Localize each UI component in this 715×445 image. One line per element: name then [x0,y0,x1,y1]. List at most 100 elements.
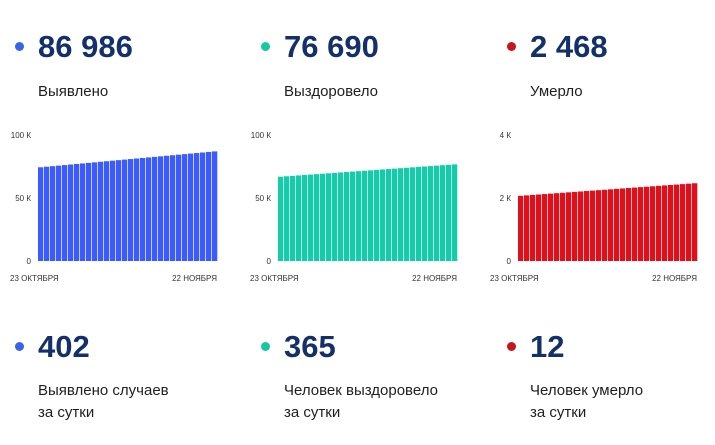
chart-bar [62,165,68,261]
chart-bar [440,165,446,261]
chart-bar [350,171,356,261]
chart-bar [206,151,212,261]
chart-bar [518,195,524,261]
stat-label-line2: за сутки [530,404,587,421]
chart-bar [44,166,50,261]
chart-bar [428,166,434,261]
y-tick-label: 50 К [255,194,271,203]
dot-icon [261,42,270,51]
chart-bar [314,174,320,261]
dot-icon [15,42,24,51]
y-tick-label: 100 К [11,131,32,140]
chart-bar [68,164,74,261]
stat-value: 76 690 [284,29,379,64]
chart-bar [356,171,362,261]
chart-bar [290,175,296,261]
chart-died: 4 К 2 К 0 23 ОКТЯБРЯ 22 НОЯБРЯ [490,131,698,283]
stat-label-line2: за сутки [38,404,95,421]
chart-bar [542,194,548,261]
chart-bar [632,187,638,261]
chart-bar [362,170,368,261]
chart-bar [608,189,614,261]
chart-bar [656,185,662,261]
dot-icon [507,42,516,51]
chart-bar [590,190,596,261]
chart-bar [74,163,80,261]
stat-value: 12 [530,329,565,364]
chart-bar [416,166,422,261]
x-tick-label-start: 23 ОКТЯБРЯ [250,274,299,283]
chart-bar [320,173,326,261]
x-tick-label-end: 22 НОЯБРЯ [412,274,457,283]
stat-label-line1: Человек умерло [530,382,644,399]
chart-bar [524,195,530,261]
chart-bar [626,188,632,261]
y-tick-label: 0 [27,257,32,266]
chart-bar [158,156,164,261]
chart-bar [338,172,344,261]
chart-bar [56,165,62,261]
y-tick-label: 50 К [15,194,31,203]
chart-detected: 100 К 50 К 0 23 ОКТЯБРЯ 22 НОЯБРЯ [10,131,218,283]
y-tick-label: 0 [267,257,272,266]
chart-bar [152,156,158,261]
chart-bar [572,191,578,261]
chart-bar [170,155,176,261]
chart-bar [308,174,314,261]
chart-recovered: 100 К 50 К 0 23 ОКТЯБРЯ 22 НОЯБРЯ [250,131,458,283]
chart-bar [614,188,620,261]
chart-bar [668,184,674,261]
chart-bar [182,154,188,261]
stat-value: 86 986 [38,29,133,64]
chart-bar [188,153,194,261]
chart-bar [368,170,374,261]
chart-bar [404,167,410,261]
chart-bar [200,152,206,261]
y-tick-label: 100 К [251,131,272,140]
chart-bar [686,183,692,261]
chart-bar [128,159,134,261]
chart-bar [386,169,392,261]
stat-label-line1: Человек выздоровело [284,382,438,399]
chart-bar [644,186,650,261]
chart-bar [176,154,182,261]
chart-bar [296,175,302,261]
chart-bar [398,168,404,261]
chart-bar [530,194,536,261]
chart-bar [380,169,386,261]
chart-bar [410,167,416,261]
chart-bar [122,159,128,261]
chart-bar [662,185,668,261]
chart-bar [422,166,428,261]
chart-bar [536,194,542,261]
chart-bar [326,173,332,261]
stat-value: 365 [284,329,336,364]
chart-bar [620,188,626,261]
chart-bar [86,162,92,261]
chart-bar [164,155,170,261]
chart-bar [146,157,152,261]
chart-bar [674,184,680,261]
x-tick-label-start: 23 ОКТЯБРЯ [490,274,539,283]
chart-bar [50,166,56,261]
dot-icon [15,342,24,351]
chart-bar [446,164,452,261]
chart-bar [560,192,566,261]
chart-bar [278,176,284,261]
stat-label: Выздоровело [284,83,379,100]
chart-bar [332,172,338,261]
chart-bar [104,161,110,261]
chart-bar [650,186,656,261]
chart-bar [284,176,290,261]
chart-bar [566,192,572,261]
chart-bar [434,165,440,261]
chart-bar [602,189,608,261]
x-tick-label-start: 23 ОКТЯБРЯ [10,274,59,283]
stat-label: Выявлено [38,83,109,100]
chart-bar [680,184,686,261]
chart-bar [692,183,698,261]
chart-bar [92,162,98,261]
chart-bar [392,168,398,261]
chart-bar [212,151,218,261]
chart-bar [344,172,350,261]
